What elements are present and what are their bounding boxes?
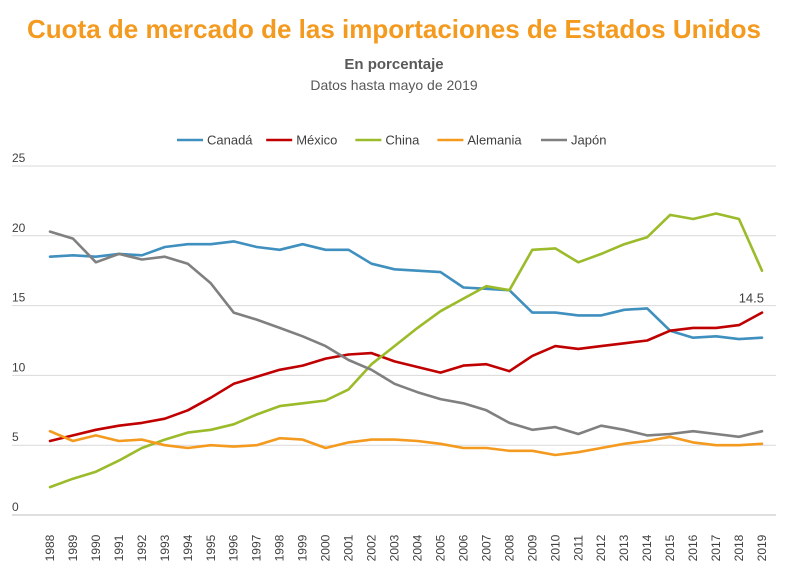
legend-label-canada: Canadá — [207, 133, 253, 148]
legend-label-china: China — [385, 133, 420, 148]
series-line-alemania — [48, 429, 764, 457]
x-tick-label: 2006 — [456, 534, 470, 561]
x-tick-label: 2014 — [640, 534, 654, 561]
x-tick-label: 1990 — [89, 534, 103, 561]
y-tick-label: 10 — [12, 360, 26, 374]
x-tick-label: 1995 — [204, 534, 218, 561]
gridlines — [12, 165, 776, 516]
series-line-china — [48, 212, 764, 489]
x-tick-label: 1994 — [181, 534, 195, 561]
x-tick-label: 2000 — [319, 534, 333, 561]
legend-label-alemania: Alemania — [467, 133, 522, 148]
y-tick-label: 15 — [12, 291, 26, 305]
data-label: 14.5 — [739, 291, 764, 306]
x-tick-label: 1993 — [158, 534, 172, 561]
x-tick-label: 2019 — [755, 534, 769, 561]
y-tick-label: 0 — [12, 500, 19, 514]
x-tick-label: 1991 — [112, 534, 126, 561]
annotations: 14.5 — [739, 291, 764, 306]
x-tick-label: 2009 — [525, 534, 539, 561]
y-axis-ticks: 0 5 10 15 20 25 — [12, 151, 26, 514]
series-line-mexico — [48, 311, 764, 443]
legend: Canadá México China Alemania Japón — [177, 133, 606, 148]
x-tick-label: 2005 — [433, 534, 447, 561]
x-tick-label: 1998 — [273, 534, 287, 561]
chart-title: Cuota de mercado de las importaciones de… — [27, 14, 761, 44]
series-lines — [48, 212, 764, 489]
x-tick-label: 2013 — [617, 534, 631, 561]
x-tick-label: 2011 — [571, 535, 585, 561]
x-tick-label: 2008 — [502, 534, 516, 561]
series-line-canada — [48, 240, 764, 341]
x-tick-label: 2004 — [410, 534, 424, 561]
x-tick-label: 2007 — [479, 534, 493, 561]
y-tick-label: 5 — [12, 430, 19, 444]
x-tick-label: 2016 — [686, 534, 700, 561]
x-tick-label: 1992 — [135, 534, 149, 561]
x-tick-label: 2002 — [365, 534, 379, 561]
x-tick-label: 1999 — [296, 534, 310, 561]
x-tick-label: 2012 — [594, 534, 608, 561]
y-tick-label: 25 — [12, 151, 26, 165]
x-tick-label: 2010 — [548, 534, 562, 561]
x-tick-label: 1996 — [227, 534, 241, 561]
chart-subtitle: En porcentaje — [344, 56, 444, 73]
x-axis-ticks: 1988 1989 1990 1991 1992 1993 1994 1995 1996 1997… — [43, 534, 769, 561]
chart-note: Datos hasta mayo de 2019 — [310, 77, 478, 93]
x-tick-label: 2003 — [388, 534, 402, 561]
legend-label-japon: Japón — [571, 133, 606, 148]
y-tick-label: 20 — [12, 221, 26, 235]
x-tick-label: 2017 — [709, 534, 723, 561]
series-line-japon — [48, 230, 764, 439]
legend-label-mexico: México — [296, 133, 337, 148]
x-tick-label: 2015 — [663, 534, 677, 561]
x-tick-label: 1989 — [66, 534, 80, 561]
x-tick-label: 2001 — [342, 534, 356, 561]
x-tick-label: 1997 — [250, 534, 264, 561]
x-tick-label: 2018 — [732, 534, 746, 561]
x-tick-label: 1988 — [43, 534, 57, 561]
